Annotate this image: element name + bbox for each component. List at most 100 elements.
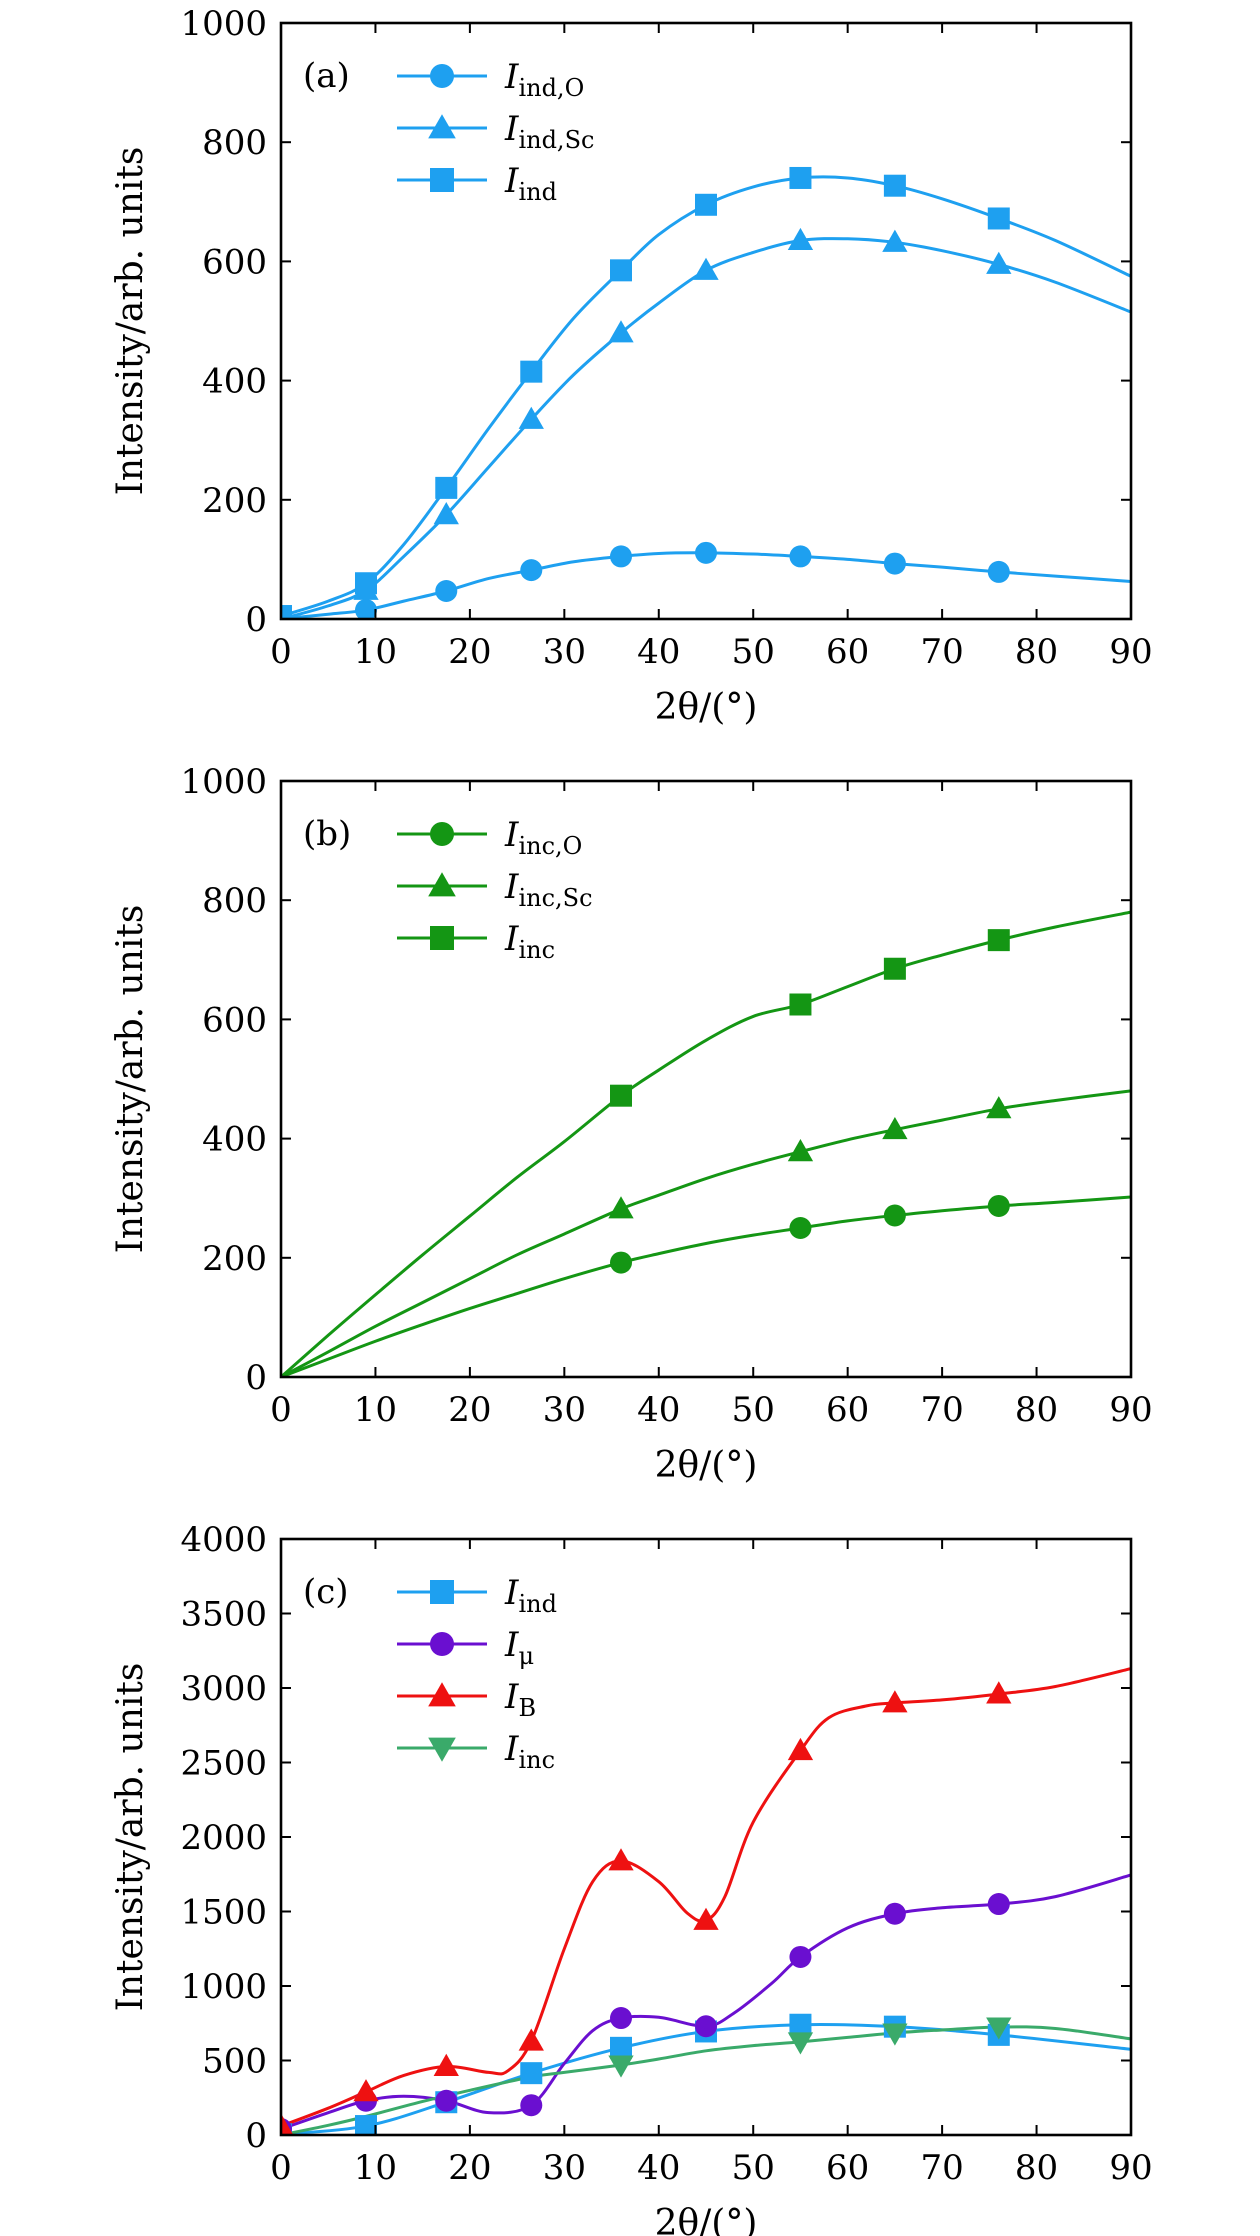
x-tick-label: 80 xyxy=(1015,632,1058,672)
plot-area-frame xyxy=(279,779,1133,1379)
x-tick-label: 20 xyxy=(448,632,491,672)
data-point-s1-2 xyxy=(789,1217,812,1239)
data-point-s2-1 xyxy=(608,1196,634,1219)
y-tick-label: 2500 xyxy=(180,1744,267,1784)
series-line-1 xyxy=(281,1195,1131,1377)
x-tick-label: 70 xyxy=(920,2148,963,2188)
y-axis-label: Intensity/arb. units xyxy=(110,147,151,496)
x-tick-label: 20 xyxy=(448,1390,491,1430)
chart-panel-2: 0 10 20 30 40 50 60 70 80 90 0 200 400 600 800 1000 2θ/(… xyxy=(110,762,1153,1486)
legend-entry-4: Iinc xyxy=(504,1729,555,1774)
data-point-s3-1 xyxy=(281,605,292,619)
y-tick-label: 800 xyxy=(202,881,267,921)
data-point-s1-2 xyxy=(355,2115,377,2135)
x-tick-label: 90 xyxy=(1109,632,1152,672)
y-tick-label: 3500 xyxy=(180,1595,267,1635)
series-group xyxy=(281,1667,1131,2135)
y-tick-label: 4000 xyxy=(180,1520,267,1560)
data-point-s2-5 xyxy=(610,2007,632,2030)
data-point-s3-3 xyxy=(435,476,458,499)
legend-marker xyxy=(428,114,456,139)
data-point-s4-2 xyxy=(787,2032,814,2055)
y-tick-label: 1000 xyxy=(180,4,267,44)
y-tick-label: 400 xyxy=(202,1120,267,1160)
series-line-2 xyxy=(281,237,1131,619)
data-point-s1-8 xyxy=(883,552,906,575)
x-tick-label: 0 xyxy=(270,1390,292,1430)
legend: Iinc,O Iinc,Sc Iinc xyxy=(397,815,593,964)
legend-entry-1: Iind xyxy=(504,1573,557,1618)
data-point-s1-2 xyxy=(355,599,377,619)
data-point-s3-9 xyxy=(987,207,1010,230)
x-tick-label: 50 xyxy=(732,1390,775,1430)
data-point-s2-3 xyxy=(435,2089,458,2112)
x-tick-label: 70 xyxy=(920,1390,963,1430)
data-point-s3-4 xyxy=(987,929,1010,952)
y-tick-label: 1000 xyxy=(180,762,267,802)
chart-panel-3: 0 10 20 30 40 50 60 70 80 90 0 500 1000 1500 2000 2500 3… xyxy=(110,1520,1153,2236)
x-tick-label: 40 xyxy=(637,2148,680,2188)
panel-label: (b) xyxy=(303,814,351,854)
data-point-s1-9 xyxy=(987,560,1010,583)
x-tick-label: 0 xyxy=(270,632,292,672)
x-axis-label: 2θ/(°) xyxy=(655,2203,758,2236)
y-tick-label: 200 xyxy=(202,481,267,521)
data-point-s1-1 xyxy=(610,1251,632,1274)
legend-entry-1: Iinc,O xyxy=(504,815,582,860)
data-point-s1-5 xyxy=(610,2036,632,2059)
data-point-s2-4 xyxy=(518,406,544,429)
x-tick-label: 50 xyxy=(732,632,775,672)
data-point-s1-4 xyxy=(520,2062,543,2085)
y-tick-label: 3000 xyxy=(180,1669,267,1709)
series-line-2 xyxy=(281,1089,1131,1377)
data-point-s1-3 xyxy=(435,579,458,602)
data-point-s3-9 xyxy=(986,1681,1012,1704)
x-tick-label: 40 xyxy=(637,632,680,672)
data-point-s3-2 xyxy=(789,993,812,1016)
x-tick-label: 30 xyxy=(543,632,586,672)
legend-marker xyxy=(430,168,454,192)
data-point-s2-4 xyxy=(986,1096,1012,1119)
y-tick-label: 400 xyxy=(202,362,267,402)
data-point-s3-3 xyxy=(433,2053,459,2076)
x-tick-label: 20 xyxy=(448,2148,491,2188)
data-point-s3-7 xyxy=(789,166,812,189)
data-point-s4-4 xyxy=(986,2017,1012,2040)
y-tick-label: 2000 xyxy=(180,1818,267,1858)
data-point-s2-7 xyxy=(789,1945,812,1968)
x-tick-label: 70 xyxy=(920,632,963,672)
data-point-s1-5 xyxy=(610,545,632,568)
x-axis-label: 2θ/(°) xyxy=(655,1445,758,1486)
y-tick-label: 600 xyxy=(202,242,267,282)
data-point-s1-7 xyxy=(789,545,812,568)
data-point-s2-6 xyxy=(695,2015,717,2038)
data-point-s2-8 xyxy=(883,1902,906,1925)
y-tick-label: 800 xyxy=(202,123,267,163)
x-tick-label: 40 xyxy=(637,1390,680,1430)
data-point-s3-5 xyxy=(610,259,632,282)
data-point-s1-4 xyxy=(520,559,543,582)
x-tick-label: 10 xyxy=(354,632,397,672)
x-tick-label: 50 xyxy=(732,2148,775,2188)
legend-marker xyxy=(428,872,456,897)
x-tick-label: 60 xyxy=(826,2148,869,2188)
series-line-4 xyxy=(281,2025,1131,2135)
legend-entry-2: Iinc,Sc xyxy=(504,867,593,912)
series-line-3 xyxy=(281,910,1131,1377)
data-point-s2-3 xyxy=(433,502,459,525)
legend-entry-2: Iμ xyxy=(504,1625,534,1670)
data-point-s2-8 xyxy=(882,229,908,252)
data-point-s3-2 xyxy=(353,2079,379,2102)
data-point-s4-3 xyxy=(882,2023,908,2046)
legend-marker xyxy=(430,1632,454,1656)
x-tick-label: 90 xyxy=(1109,2148,1152,2188)
data-point-s2-2 xyxy=(787,1139,814,1162)
x-tick-label: 90 xyxy=(1109,1390,1152,1430)
data-point-s3-8 xyxy=(883,174,906,197)
data-point-s3-7 xyxy=(787,1737,814,1761)
legend: Iind,O Iind,Sc Iind xyxy=(397,57,594,206)
data-point-s3-1 xyxy=(610,1084,632,1107)
legend-marker xyxy=(430,822,454,846)
data-point-s3-6 xyxy=(695,193,717,216)
x-axis-label: 2θ/(°) xyxy=(655,687,758,728)
